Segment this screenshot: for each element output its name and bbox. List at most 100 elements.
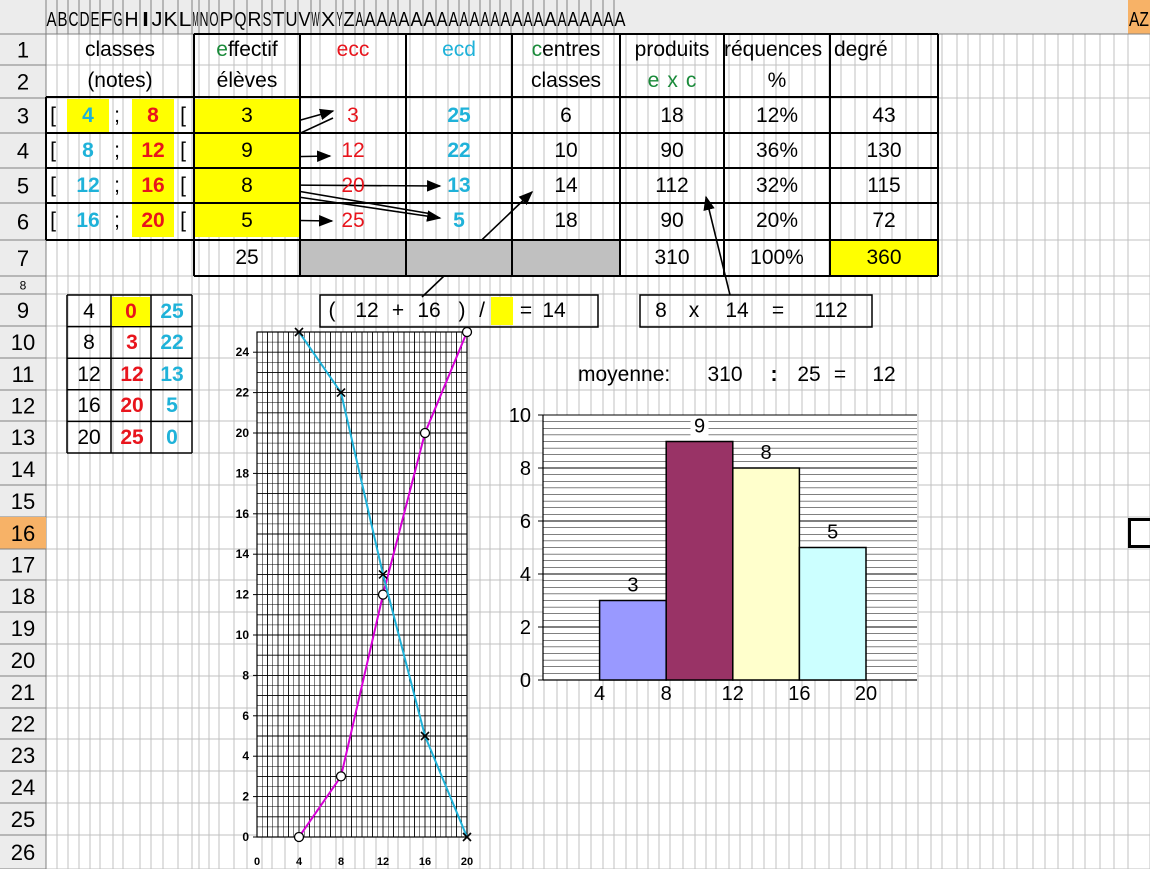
column-header-a[interactable]: A [481,9,490,31]
column-header-l[interactable]: L [179,9,192,31]
column-header-z[interactable]: Z [344,9,355,31]
mini-ecc-value: 3 [126,331,138,355]
row-header-16[interactable]: 16 [11,521,35,546]
line-chart-ytick-label: 14 [236,547,250,561]
column-header-s[interactable]: S [263,9,272,31]
line-chart-ytick-label: 18 [236,466,250,480]
column-header-a[interactable]: A [604,9,614,31]
column-header-a[interactable]: A [437,9,449,31]
column-header-c[interactable]: C [69,9,79,31]
column-header-i[interactable]: I [141,9,151,31]
header-effectif: e ffectif [194,35,300,65]
column-header-a[interactable]: A [460,9,469,31]
column-header-a[interactable]: A [580,9,592,31]
line-chart-ytick-label: 4 [242,749,249,763]
ecd-value: 22 [447,138,471,162]
column-header-a[interactable]: A [377,9,389,31]
row-header-12[interactable]: 12 [11,393,35,418]
column-header-w[interactable]: W [312,9,320,31]
column-header-t[interactable]: T [273,9,285,31]
row-header-6[interactable]: 6 [17,209,29,234]
row-header-24[interactable]: 24 [11,775,35,800]
column-header-e[interactable]: E [91,9,100,31]
column-header-a[interactable]: A [545,9,558,31]
row-header-5[interactable]: 5 [17,173,29,198]
formula-produit-b: 14 [725,299,749,322]
row-header-14[interactable]: 14 [11,457,35,482]
column-header-a[interactable]: A [356,9,364,31]
row-header-7[interactable]: 7 [17,246,29,271]
column-header-a[interactable]: A [389,9,398,31]
column-header-j[interactable]: J [152,9,163,31]
histogram-xtick-label: 4 [594,683,605,705]
column-header-b[interactable]: B [58,9,68,31]
row-header-10[interactable]: 10 [11,330,35,355]
column-header-o[interactable]: O [210,9,219,31]
row-header-8[interactable]: 8 [20,278,27,292]
histogram-bar-label: 3 [627,575,638,597]
row-header-17[interactable]: 17 [11,552,35,577]
column-header-a[interactable]: A [411,9,424,31]
column-header-a[interactable]: A [491,9,500,31]
row-header-3[interactable]: 3 [17,103,29,128]
column-header-h[interactable]: H [125,9,139,31]
column-header-a[interactable]: A [501,9,511,31]
column-header-q[interactable]: Q [235,9,247,31]
row-header-2[interactable]: 2 [17,69,29,94]
column-header-a[interactable]: A [365,9,377,31]
column-header-x[interactable]: X [321,9,335,31]
column-header-a[interactable]: A [47,9,57,31]
row-header-1[interactable]: 1 [17,37,29,62]
total-freq: 100% [750,246,804,269]
column-header-a[interactable]: A [470,9,480,31]
row-header-25[interactable]: 25 [11,807,35,832]
column-header-a[interactable]: A [615,9,627,31]
column-header-n[interactable]: N [200,9,209,31]
header-centres-rest: entres [542,38,601,61]
row-header-4[interactable]: 4 [17,138,29,163]
column-header-a[interactable]: A [568,9,580,31]
line-chart-ytick-label: 0 [242,830,249,844]
column-header-m[interactable]: M [193,9,199,31]
line-chart-xtick-label: 16 [419,856,431,868]
row-header-11[interactable]: 11 [12,362,35,387]
row-header-23[interactable]: 23 [11,743,35,768]
row-header-13[interactable]: 13 [11,425,35,450]
column-header-a[interactable]: A [424,9,437,31]
column-header-a[interactable]: A [399,9,411,31]
line-chart-xtick-label: 4 [296,856,303,868]
header-ecc: ecc [336,38,370,61]
ecd-point-marker [294,327,304,337]
column-header-a[interactable]: A [512,9,524,31]
column-header-y[interactable]: Y [337,9,343,31]
formula-centre-divisor-empty [491,297,513,325]
row-header-26[interactable]: 26 [11,840,35,865]
column-header-a[interactable]: A [558,9,567,31]
row-header-18[interactable]: 18 [11,584,35,609]
column-header-r[interactable]: R [248,9,262,31]
column-header-p[interactable]: P [220,9,234,31]
column-header-f[interactable]: F [101,9,113,31]
column-header-d[interactable]: D [80,9,90,31]
row-header-20[interactable]: 20 [11,648,35,673]
column-header-g[interactable]: G [114,9,123,31]
column-header-a[interactable]: A [449,9,459,31]
row-header-21[interactable]: 21 [11,680,35,705]
row-header-22[interactable]: 22 [11,711,35,736]
line-chart-xtick-label: 8 [338,856,344,868]
frequence-value: 36% [755,138,799,162]
effectif-value: 9 [195,134,299,167]
column-header-a[interactable]: A [592,9,604,31]
column-header-u[interactable]: U [286,9,298,31]
moyenne-label: moyenne: [578,363,671,386]
row-header-15[interactable]: 15 [11,489,35,514]
column-header-a[interactable]: A [524,9,533,31]
selected-cell-cursor[interactable] [1128,518,1150,548]
column-header-v[interactable]: V [299,9,312,31]
column-header-a[interactable]: A [534,9,544,31]
column-header-k[interactable]: K [164,9,179,31]
ecd-point-marker [336,388,346,398]
produit-value: 112 [655,173,689,197]
row-header-9[interactable]: 9 [17,298,29,323]
row-header-19[interactable]: 19 [11,616,35,641]
